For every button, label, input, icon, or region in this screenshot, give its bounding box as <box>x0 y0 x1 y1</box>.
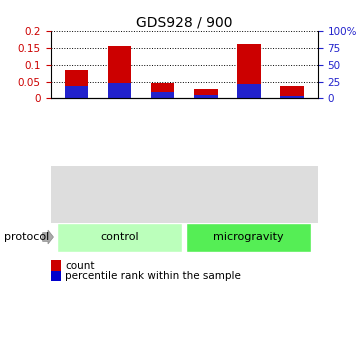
FancyBboxPatch shape <box>57 167 95 221</box>
Bar <box>186 223 311 252</box>
Text: GSM22097: GSM22097 <box>72 171 81 217</box>
Bar <box>65 70 88 98</box>
Bar <box>237 44 261 98</box>
FancyBboxPatch shape <box>186 167 224 221</box>
Text: control: control <box>100 232 139 242</box>
Bar <box>194 89 218 98</box>
Title: GDS928 / 900: GDS928 / 900 <box>136 16 232 30</box>
Bar <box>57 223 182 252</box>
Text: GSM22102: GSM22102 <box>287 171 296 217</box>
FancyBboxPatch shape <box>229 167 267 221</box>
FancyBboxPatch shape <box>100 167 138 221</box>
FancyBboxPatch shape <box>143 167 181 221</box>
Text: GSM22101: GSM22101 <box>244 171 253 217</box>
Text: count: count <box>65 261 95 270</box>
Bar <box>108 83 131 98</box>
Bar <box>65 86 88 98</box>
Text: protocol: protocol <box>4 232 49 242</box>
Bar <box>280 86 304 98</box>
Text: GSM22099: GSM22099 <box>158 171 167 217</box>
Bar <box>151 82 174 98</box>
Bar <box>237 84 261 98</box>
Bar <box>108 46 131 98</box>
Text: GSM22098: GSM22098 <box>115 171 124 217</box>
Text: percentile rank within the sample: percentile rank within the sample <box>65 271 241 281</box>
Bar <box>280 96 304 98</box>
Text: microgravity: microgravity <box>213 232 284 242</box>
FancyBboxPatch shape <box>273 167 310 221</box>
Bar <box>151 92 174 98</box>
Bar <box>194 95 218 98</box>
Text: GSM22100: GSM22100 <box>201 171 210 217</box>
